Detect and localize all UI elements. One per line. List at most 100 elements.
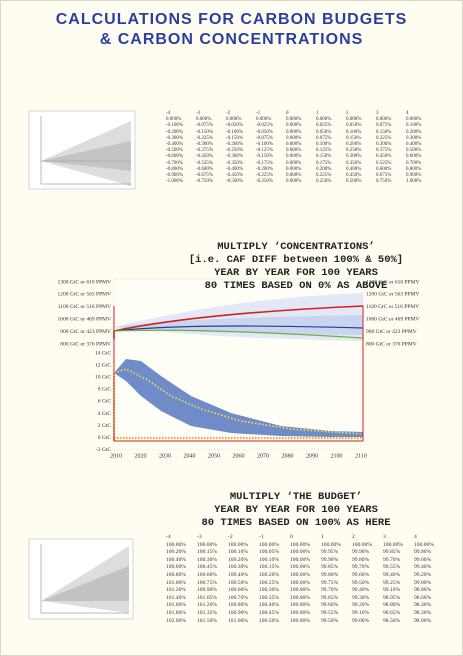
- table-cell: 99.00%: [414, 579, 432, 586]
- table-cell: -0.150%: [256, 154, 274, 160]
- table-cell: 99.75%: [321, 579, 339, 586]
- x-axis-label: 2050: [208, 453, 220, 459]
- table-cell: 0.175%: [316, 160, 332, 166]
- table-cell: 100.00%: [290, 594, 311, 601]
- table-cell: -0.200%: [226, 142, 244, 147]
- column-header: -2: [228, 534, 233, 540]
- table-cell: 0.200%: [406, 129, 422, 135]
- column-header: 0: [286, 111, 289, 116]
- column-header: -3: [196, 111, 201, 116]
- table-cell: 0.000%: [286, 142, 302, 147]
- x-axis-label: 2030: [159, 453, 171, 459]
- table-cell: 0.025%: [316, 123, 332, 129]
- table-cell: 100.80%: [166, 572, 187, 578]
- table-cell: 0.450%: [346, 173, 362, 178]
- table-cell: 101.50%: [197, 617, 218, 624]
- table-cell: 0.375%: [376, 148, 392, 154]
- table-cell: 99.50%: [352, 579, 370, 586]
- table-cell: 100.00%: [166, 541, 187, 548]
- table-cell: 0.700%: [406, 160, 422, 166]
- emission-axis-label: 2 GtC: [98, 423, 112, 429]
- note: MULTIPLY ‘CONCENTRATIONS’ [i.e. CAF DIFF …: [151, 241, 441, 293]
- table-cell: 100.70%: [228, 594, 249, 601]
- table-cell: -0.200%: [166, 129, 184, 135]
- left-axis-label: 800 GtC or 376 PPMV: [60, 341, 111, 347]
- table-cell: 0.200%: [316, 166, 332, 172]
- column-header: 0: [290, 534, 293, 540]
- table-cell: 99.55%: [321, 610, 339, 616]
- table-cell: 100.40%: [259, 602, 280, 609]
- table-cell: 0.050%: [346, 123, 362, 129]
- table-cell: 0.000%: [406, 117, 422, 123]
- table-cell: 99.10%: [352, 610, 370, 616]
- table-cell: 0.000%: [286, 117, 302, 123]
- right-axis-label: 800 GtC or 376 PPMV: [366, 341, 417, 347]
- table-cell: 0.000%: [286, 129, 302, 135]
- table-cell: 99.85%: [383, 549, 401, 556]
- column-header: -4: [166, 534, 171, 540]
- table-cell: 0.000%: [286, 148, 302, 154]
- right-axis-label: 1300 GtC or 610 PPMV: [366, 279, 420, 285]
- left-axis-label: 1200 GtC or 563 PPMV: [58, 292, 112, 298]
- table-cell: 0.125%: [316, 148, 332, 154]
- table-cell: -0.250%: [256, 179, 274, 185]
- note-line: 80 TIMES BASED ON 100% AS HERE: [201, 517, 391, 529]
- table-cell: -0.750%: [196, 179, 214, 185]
- table-cell: 0.075%: [376, 123, 392, 129]
- table-cell: 99.30%: [352, 594, 370, 601]
- table-cell: 100.00%: [290, 579, 311, 586]
- right-axis-label: 1200 GtC or 563 PPMV: [366, 292, 420, 298]
- table-cell: 99.80%: [352, 556, 370, 563]
- table-cell: 0.100%: [316, 142, 332, 147]
- table-cell: 99.70%: [321, 587, 339, 594]
- table-cell: -0.300%: [196, 142, 214, 147]
- table-cell: 1.000%: [406, 179, 422, 185]
- table-cell: 101.00%: [166, 579, 187, 586]
- note-line: MULTIPLY ‘THE BUDGET’: [229, 491, 363, 503]
- table-cell: 100.00%: [290, 610, 311, 616]
- table-cell: -0.225%: [196, 135, 214, 141]
- table-cell: 99.25%: [383, 579, 401, 586]
- table-cell: -0.100%: [166, 123, 184, 129]
- emission-axis-label: 8 GtC: [98, 387, 112, 393]
- emission-axis-label: 0 GtC: [98, 435, 112, 441]
- table-cell: 100.00%: [290, 602, 311, 609]
- table-cell: 101.35%: [197, 610, 218, 616]
- right-axis-label: 1100 GtC or 516 PPMV: [366, 304, 419, 310]
- table-cell: 0.200%: [346, 142, 362, 147]
- table-cell: -0.500%: [166, 148, 184, 154]
- table-cell: 99.95%: [321, 549, 339, 556]
- table-cell: 0.450%: [376, 154, 392, 160]
- note-line: [i.e. CAF DIFF between 100% & 50%]: [188, 254, 404, 266]
- table-cell: 99.70%: [383, 556, 401, 563]
- table-cell: -0.300%: [226, 154, 244, 160]
- column-header: -1: [256, 111, 261, 116]
- table-cell: -0.075%: [256, 135, 274, 141]
- table-cell: 100.40%: [228, 572, 249, 578]
- column-header: -3: [197, 534, 202, 540]
- emission-axis-label: 14 GtC: [95, 350, 111, 356]
- table-cell: -0.500%: [226, 179, 244, 185]
- table-cell: 100.00%: [414, 541, 435, 548]
- column-header: -4: [166, 111, 171, 116]
- table-cell: 101.80%: [166, 610, 187, 616]
- table-cell: 100.05%: [259, 549, 280, 556]
- x-axis-label: 2010: [110, 453, 122, 459]
- x-axis-label: 2110: [355, 453, 367, 459]
- table-cell: 100.60%: [228, 587, 249, 594]
- table-cell: 0.600%: [376, 166, 392, 172]
- table-cell: 0.300%: [346, 154, 362, 160]
- table-cell: 100.15%: [197, 549, 218, 556]
- table-cell: -0.900%: [166, 173, 184, 178]
- table-cell: 98.40%: [414, 602, 432, 609]
- column-header: 1: [316, 111, 319, 116]
- table-cell: -0.150%: [196, 129, 214, 135]
- table-cell: -0.350%: [226, 160, 244, 166]
- table-cell: 100.15%: [259, 564, 280, 571]
- table-cell: 0.800%: [406, 166, 422, 172]
- table-cell: 0.400%: [346, 166, 362, 172]
- left-axis-label: 1300 GtC or 610 PPMV: [58, 279, 112, 285]
- column-header: -1: [259, 534, 264, 540]
- title-line: CALCULATIONS FOR CARBON BUDGETS: [55, 11, 408, 28]
